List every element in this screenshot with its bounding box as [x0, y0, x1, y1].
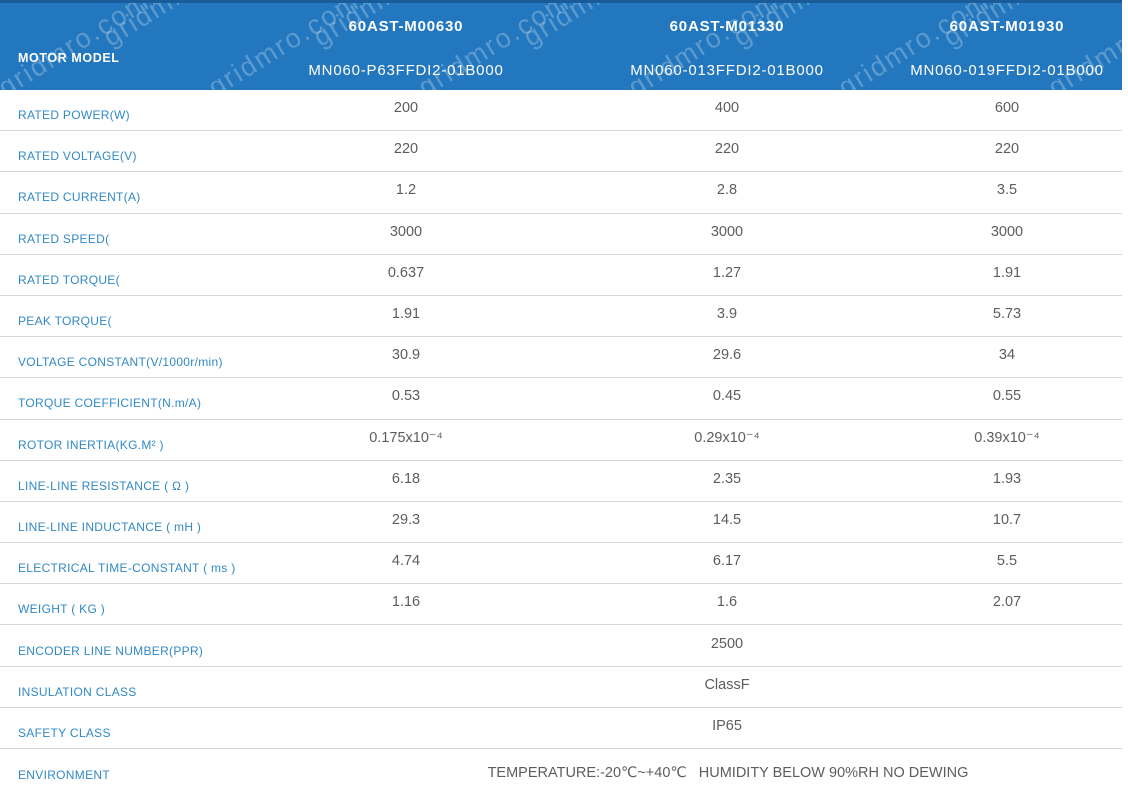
cell-value: 30.9	[391, 347, 421, 364]
cell-value: 400	[714, 100, 740, 117]
motor-model-text: MOTOR MODEL	[18, 50, 120, 65]
cell-value-environment: TEMPERATURE:-20℃~+40℃ HUMIDITY BELOW 90%…	[487, 764, 969, 781]
table-row-peak-torque: PEAK TORQUE( 1.91 3.9 5.73	[0, 296, 1122, 338]
cell-value: 220	[393, 141, 419, 158]
row-label: ROTOR INERTIA(KG.M² )	[18, 437, 164, 452]
cell-value: 29.3	[391, 511, 421, 528]
part-number: MN060-P63FFDI2-01B000	[308, 62, 504, 79]
row-label: ENCODER LINE NUMBER(PPR)	[18, 643, 204, 658]
table-row-encoder-line-number: ENCODER LINE NUMBER(PPR) 2500	[0, 625, 1122, 667]
table-row-rated-torque: RATED TORQUE( 0.637 1.27 1.91	[0, 255, 1122, 296]
row-label: LINE-LINE INDUCTANCE ( mH )	[18, 519, 202, 534]
cell-value: 2.35	[712, 470, 742, 487]
row-label: WEIGHT ( KG )	[18, 602, 106, 617]
cell-value: 0.39x10⁻⁴	[974, 429, 1040, 446]
table-row-torque-coefficient: TORQUE COEFFICIENT(N.m/A) 0.53 0.45 0.55	[0, 378, 1122, 420]
cell-value: 3000	[389, 223, 423, 240]
header-column-model-3: 60AST-M01930 MN060-019FFDI2-01B000	[892, 3, 1122, 90]
cell-value: 0.55	[992, 388, 1022, 405]
cell-value: 1.91	[992, 264, 1022, 281]
row-label: VOLTAGE CONSTANT(V/1000r/min)	[18, 355, 223, 370]
row-label: INSULATION CLASS	[18, 684, 137, 699]
cell-value: 3.5	[996, 182, 1018, 199]
cell-value: 0.175x10⁻⁴	[369, 429, 443, 446]
table-row-insulation-class: INSULATION CLASS ClassF	[0, 667, 1122, 708]
row-label: ELECTRICAL TIME-CONSTANT ( ms )	[18, 561, 236, 576]
cell-value: 1.6	[716, 594, 738, 611]
cell-value: 220	[994, 141, 1020, 158]
table-row-rotor-inertia: ROTOR INERTIA(KG.M² ) 0.175x10⁻⁴ 0.29x10…	[0, 420, 1122, 461]
cell-value: 5.73	[992, 306, 1022, 323]
cell-value: 3000	[990, 223, 1024, 240]
cell-value-spanning: IP65	[712, 717, 742, 734]
table-row-rated-current: RATED CURRENT(A) 1.2 2.8 3.5	[0, 172, 1122, 214]
row-label: RATED TORQUE(	[18, 272, 120, 287]
cell-value: 1.16	[391, 594, 421, 611]
model-name: 60AST-M00630	[348, 18, 464, 35]
row-label: RATED SPEED(	[18, 231, 110, 246]
table-row-safety-class: IP65 SAFETY CLASS IP65	[0, 708, 1122, 749]
cell-value: 200	[393, 100, 419, 117]
cell-value: 14.5	[712, 511, 742, 528]
cell-value: 600	[994, 100, 1020, 117]
header-column-model-1: 60AST-M00630 MN060-P63FFDI2-01B000	[250, 3, 562, 90]
table-row-environment: ENVIRONMENT TEMPERATURE:-20℃~+40℃ HUMIDI…	[0, 749, 1122, 790]
row-label: TORQUE COEFFICIENT(N.m/A)	[18, 396, 202, 411]
table-row-rated-speed: RATED SPEED( 3000 3000 3000	[0, 214, 1122, 255]
row-label: RATED CURRENT(A)	[18, 190, 141, 205]
cell-value: 2.8	[716, 182, 738, 199]
cell-value-spanning: 2500	[710, 635, 744, 652]
cell-value: 3000	[710, 223, 744, 240]
table-row-electrical-time-constant: ELECTRICAL TIME-CONSTANT ( ms ) 4.74 6.1…	[0, 543, 1122, 585]
cell-value: 0.637	[387, 264, 425, 281]
cell-value: 1.2	[395, 182, 417, 199]
table-row-rated-voltage: RATED VOLTAGE(V) 220 220 220	[0, 131, 1122, 173]
part-number: MN060-019FFDI2-01B000	[910, 62, 1104, 79]
cell-value: 10.7	[992, 511, 1022, 528]
model-name: 60AST-M01330	[669, 18, 785, 35]
header-motor-model-label: MOTOR MODEL	[0, 3, 250, 90]
cell-value: 29.6	[712, 347, 742, 364]
row-label: RATED VOLTAGE(V)	[18, 149, 137, 164]
table-header: gridmro.com gridmro.com gridmro.com grid…	[0, 0, 1122, 90]
cell-value: 1.27	[712, 264, 742, 281]
cell-value: 4.74	[391, 553, 421, 570]
table-row-voltage-constant: VOLTAGE CONSTANT(V/1000r/min) 30.9 29.6 …	[0, 337, 1122, 379]
table-row-rated-power: RATED POWER(W) 200 400 600	[0, 90, 1122, 132]
cell-value: 34	[998, 347, 1016, 364]
cell-value: 5.5	[996, 553, 1018, 570]
cell-value: 3.9	[716, 306, 738, 323]
cell-value: 6.17	[712, 553, 742, 570]
cell-value-spanning: ClassF	[704, 676, 750, 693]
cell-value: 0.53	[391, 388, 421, 405]
header-column-model-2: 60AST-M01330 MN060-013FFDI2-01B000	[562, 3, 892, 90]
cell-value: 0.45	[712, 388, 742, 405]
cell-value: 2.07	[992, 594, 1022, 611]
model-name: 60AST-M01930	[949, 18, 1065, 35]
row-label: ENVIRONMENT	[18, 767, 110, 782]
table-row-line-line-inductance: LINE-LINE INDUCTANCE ( mH ) 29.3 14.5 10…	[0, 502, 1122, 544]
row-label: LINE-LINE RESISTANCE ( Ω )	[18, 478, 190, 493]
row-label: RATED POWER(W)	[18, 108, 130, 123]
cell-value: 1.91	[391, 306, 421, 323]
table-row-weight: WEIGHT ( KG ) 1.16 1.6 2.07	[0, 584, 1122, 626]
part-number: MN060-013FFDI2-01B000	[630, 62, 824, 79]
cell-value: 6.18	[391, 470, 421, 487]
row-label: PEAK TORQUE(	[18, 314, 112, 329]
table-row-line-line-resistance: LINE-LINE RESISTANCE ( Ω ) 6.18 2.35 1.9…	[0, 461, 1122, 502]
cell-value: 1.93	[992, 470, 1022, 487]
row-label: SAFETY CLASS	[18, 725, 111, 740]
cell-value: 0.29x10⁻⁴	[694, 429, 760, 446]
cell-value: 220	[714, 141, 740, 158]
